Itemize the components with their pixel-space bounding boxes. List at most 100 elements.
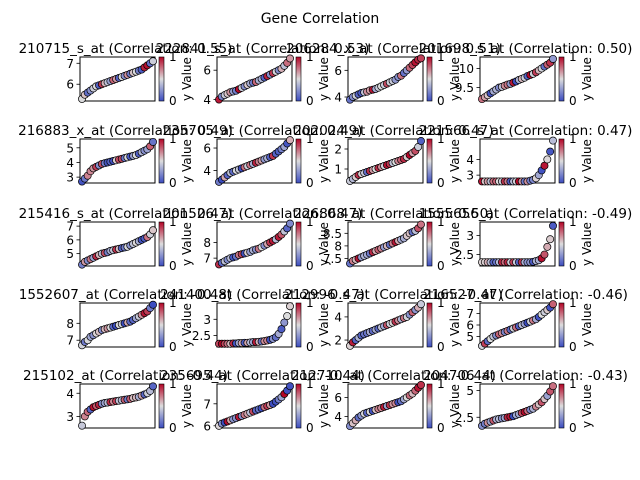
colorbar-tick-label: 0	[437, 176, 445, 190]
colorbar-label: y Value	[580, 222, 594, 266]
colorbar	[295, 138, 302, 184]
axes-frame	[479, 383, 556, 429]
colorbar-label: y Value	[580, 384, 594, 428]
scatter-point	[549, 300, 557, 309]
colorbar-label: y Value	[448, 139, 462, 183]
subplot-title: 201698_s_at (Correlation: 0.50)	[419, 41, 633, 57]
y-tick-label: 3	[203, 313, 211, 327]
scatter-point	[280, 318, 289, 327]
scatter-point	[546, 147, 555, 156]
scatter-point	[149, 226, 157, 235]
subplot-title: 212710_at (Correlation: -0.44)	[291, 368, 496, 384]
colorbar-tick-label: 0	[437, 421, 445, 435]
y-tick-label: 7	[203, 397, 211, 411]
scatter-point	[543, 242, 552, 251]
y-tick-label: 5	[66, 247, 74, 261]
subplot-title: 1555656_at (Correlation: -0.49)	[419, 206, 632, 222]
colorbar	[558, 221, 565, 267]
scatter-point	[277, 325, 286, 334]
colorbar-tick-label: 0	[569, 94, 577, 108]
colorbar-tick-label: 0	[306, 94, 314, 108]
y-tick-label: 6	[334, 64, 342, 78]
scatter-point	[149, 137, 157, 146]
scatter-point	[417, 220, 425, 229]
y-tick-label: 7	[66, 57, 74, 71]
y-tick-label: 3	[66, 171, 74, 185]
y-tick-label: 7	[466, 307, 474, 321]
colorbar-tick-label: 0	[169, 421, 177, 435]
y-tick-label: 7	[203, 252, 211, 266]
colorbar	[558, 56, 565, 102]
y-tick-label: 7	[66, 220, 74, 234]
colorbar-tick-label: 1	[437, 377, 445, 391]
scatter-point	[78, 421, 86, 430]
scatter-point	[417, 381, 425, 389]
subplot-9: 215416_s_at (Correlation: 0.47)567 10y Va…	[19, 206, 233, 273]
axes-frame	[79, 138, 156, 184]
colorbar-label: y Value	[448, 57, 462, 101]
scatter-point	[283, 312, 292, 320]
subplot-title: 222841_s_at (Correlation: 0.53)	[156, 41, 370, 57]
colorbar-tick-label: 1	[569, 377, 577, 391]
axes-frame	[79, 56, 156, 102]
colorbar-tick-label: 0	[437, 94, 445, 108]
subplot-title: 215102_at (Correlation: -0.44)	[23, 368, 228, 384]
subplot-title: 221566_s_at (Correlation: 0.47)	[419, 123, 633, 139]
y-tick-label: 6	[66, 233, 74, 247]
axes-frame	[216, 302, 293, 348]
y-tick-label: 8	[334, 239, 342, 253]
colorbar-tick-label: 1	[437, 215, 445, 229]
colorbar-tick-label: 1	[169, 50, 177, 64]
colorbar	[158, 221, 165, 267]
y-tick-label: 4	[334, 91, 342, 105]
colorbar-tick-label: 0	[169, 94, 177, 108]
y-tick-label: 6	[203, 142, 211, 156]
colorbar-tick-label: 1	[169, 215, 177, 229]
colorbar-tick-label: 1	[569, 50, 577, 64]
scatter-point	[149, 300, 157, 309]
axes-frame	[79, 383, 156, 429]
y-tick-label: 8	[66, 317, 74, 331]
colorbar-label: y Value	[180, 303, 194, 347]
colorbar	[426, 302, 433, 348]
y-tick-label: 3	[466, 229, 474, 243]
colorbar-tick-label: 1	[569, 215, 577, 229]
scatter-point	[417, 300, 425, 309]
subplot-11: 226868_at (Correlation: 0.50)7.588.510y …	[293, 206, 493, 273]
y-tick-label: 2.5	[192, 329, 211, 343]
colorbar	[558, 383, 565, 429]
y-tick-label: 4	[66, 156, 74, 170]
y-tick-label: 10	[459, 62, 474, 76]
colorbar-label: y Value	[448, 384, 462, 428]
colorbar-tick-label: 1	[306, 132, 314, 146]
colorbar	[426, 138, 433, 184]
scatter-point	[549, 136, 557, 145]
colorbar-label: y Value	[317, 222, 331, 266]
colorbar	[295, 383, 302, 429]
colorbar-tick-label: 0	[569, 176, 577, 190]
colorbar-tick-label: 0	[169, 259, 177, 273]
colorbar-tick-label: 0	[569, 340, 577, 354]
scatter-point	[546, 235, 555, 244]
colorbar-tick-label: 1	[169, 377, 177, 391]
colorbar-tick-label: 0	[306, 421, 314, 435]
scatter-point	[286, 54, 294, 63]
y-tick-label: 2	[334, 143, 342, 157]
axes-frame	[216, 383, 293, 429]
y-tick-label: 5	[466, 384, 474, 398]
axes-frame	[479, 221, 556, 267]
colorbar-label: y Value	[448, 303, 462, 347]
colorbar	[558, 138, 565, 184]
colorbar	[426, 383, 433, 429]
axes-frame	[347, 221, 424, 267]
y-tick-label: 8	[203, 236, 211, 250]
axes-frame	[347, 56, 424, 102]
subplot-title: 216883_x_at (Correlation: 0.49)	[18, 123, 233, 139]
axes-frame	[216, 138, 293, 184]
